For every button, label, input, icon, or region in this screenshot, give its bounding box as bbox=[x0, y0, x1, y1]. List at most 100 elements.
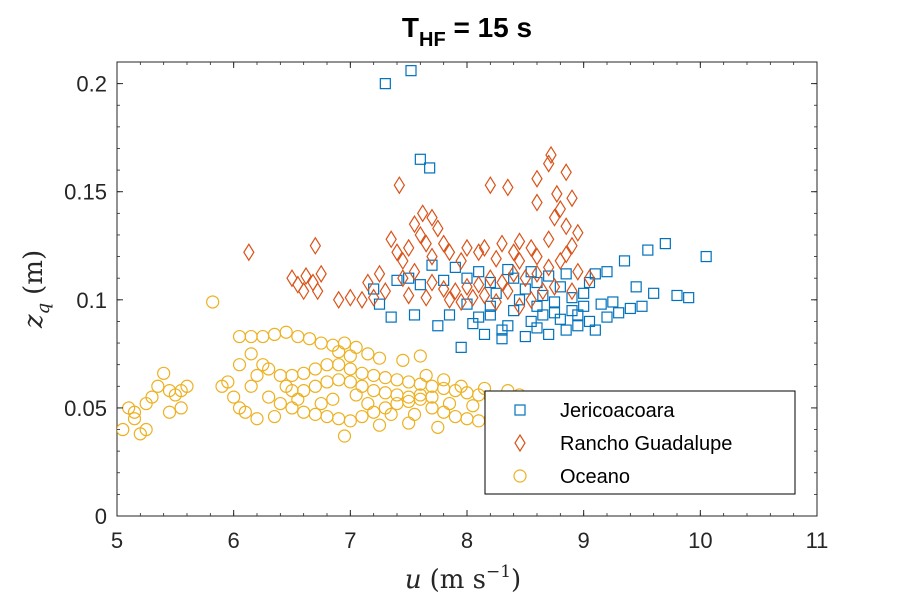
data-point bbox=[531, 322, 543, 334]
data-point bbox=[127, 412, 142, 426]
data-point bbox=[373, 264, 386, 283]
data-point bbox=[671, 289, 683, 302]
data-point bbox=[286, 269, 298, 288]
data-point bbox=[700, 250, 712, 263]
data-point bbox=[601, 266, 613, 278]
y-tick-label: 0.15 bbox=[64, 180, 107, 205]
data-point bbox=[238, 405, 252, 419]
data-point bbox=[425, 390, 439, 404]
data-point bbox=[385, 311, 397, 323]
data-point bbox=[601, 311, 613, 323]
data-point bbox=[496, 324, 508, 336]
data-point bbox=[507, 243, 520, 262]
data-point bbox=[513, 297, 526, 316]
data-point bbox=[542, 230, 555, 249]
legend-box bbox=[484, 390, 796, 495]
legend-label: Rancho Guadalupe bbox=[560, 433, 732, 455]
data-point bbox=[560, 163, 572, 182]
legend-label: Jericoacoara bbox=[560, 400, 675, 422]
data-point bbox=[554, 251, 567, 271]
data-point bbox=[589, 268, 601, 280]
data-point bbox=[273, 396, 287, 411]
data-point bbox=[419, 368, 433, 383]
data-point bbox=[391, 274, 403, 286]
data-point bbox=[425, 401, 439, 415]
x-axis-var: u bbox=[405, 565, 422, 595]
data-point bbox=[314, 396, 328, 411]
data-point bbox=[554, 313, 566, 325]
data-point bbox=[308, 362, 322, 376]
data-point bbox=[648, 287, 660, 299]
data-point bbox=[636, 300, 648, 312]
data-point bbox=[426, 208, 438, 227]
data-point bbox=[484, 300, 496, 312]
data-point bbox=[624, 302, 636, 315]
data-point bbox=[308, 379, 322, 393]
data-point bbox=[513, 251, 526, 271]
data-point bbox=[297, 282, 310, 301]
data-point bbox=[311, 282, 324, 301]
data-point bbox=[379, 78, 391, 90]
data-point bbox=[607, 296, 619, 308]
data-point bbox=[384, 407, 398, 421]
x-axis-close: ) bbox=[511, 565, 521, 595]
data-point bbox=[133, 427, 147, 441]
data-point bbox=[537, 309, 549, 321]
series-rancho-guadalupe bbox=[243, 145, 596, 316]
data-point bbox=[416, 204, 429, 223]
data-point bbox=[566, 189, 578, 208]
data-point bbox=[467, 288, 479, 307]
data-point bbox=[343, 414, 357, 428]
y-axis-ticks: 0 0.05 0.1 0.15 0.2 bbox=[64, 61, 817, 529]
data-point bbox=[484, 269, 497, 288]
data-point bbox=[279, 379, 293, 393]
data-point bbox=[393, 176, 406, 195]
x-tick-label: 11 bbox=[806, 528, 829, 553]
data-point bbox=[385, 230, 397, 249]
data-point bbox=[337, 429, 352, 443]
data-point bbox=[379, 282, 392, 301]
data-point bbox=[349, 388, 363, 402]
data-point bbox=[424, 162, 436, 174]
data-point bbox=[531, 264, 543, 283]
data-point bbox=[455, 341, 467, 353]
data-point bbox=[244, 379, 258, 393]
data-point bbox=[472, 243, 485, 262]
x-axis-ticks: 5 6 7 8 9 10 11 bbox=[111, 62, 829, 553]
data-point bbox=[566, 236, 578, 255]
data-point bbox=[466, 399, 480, 413]
data-point bbox=[262, 362, 276, 376]
data-point bbox=[578, 300, 590, 312]
y-tick-label: 0.05 bbox=[64, 396, 107, 421]
data-point bbox=[414, 153, 426, 165]
data-point bbox=[461, 238, 473, 258]
y-tick-label: 0.1 bbox=[76, 288, 107, 313]
data-point bbox=[525, 290, 537, 309]
data-point bbox=[405, 65, 417, 77]
data-point bbox=[548, 208, 561, 227]
x-axis-exponent: −1 bbox=[486, 562, 511, 582]
data-point bbox=[531, 247, 543, 266]
data-point bbox=[356, 290, 368, 309]
data-point bbox=[467, 317, 479, 330]
y-axis-label: zq (m) bbox=[19, 250, 54, 329]
data-points bbox=[117, 65, 712, 443]
data-point bbox=[659, 238, 671, 250]
data-point bbox=[414, 279, 426, 291]
data-point bbox=[560, 268, 572, 280]
data-point bbox=[309, 236, 322, 255]
data-point bbox=[490, 249, 502, 268]
data-point bbox=[472, 275, 485, 294]
data-point bbox=[490, 292, 502, 312]
data-point bbox=[449, 282, 462, 301]
data-point bbox=[431, 420, 445, 434]
data-point bbox=[361, 396, 375, 411]
data-point bbox=[490, 287, 502, 299]
data-point bbox=[302, 332, 317, 346]
data-point bbox=[432, 320, 444, 332]
y-tick-label: 0.2 bbox=[76, 72, 107, 97]
x-tick-label: 6 bbox=[228, 528, 240, 553]
data-point bbox=[551, 184, 563, 204]
data-point bbox=[221, 375, 235, 389]
